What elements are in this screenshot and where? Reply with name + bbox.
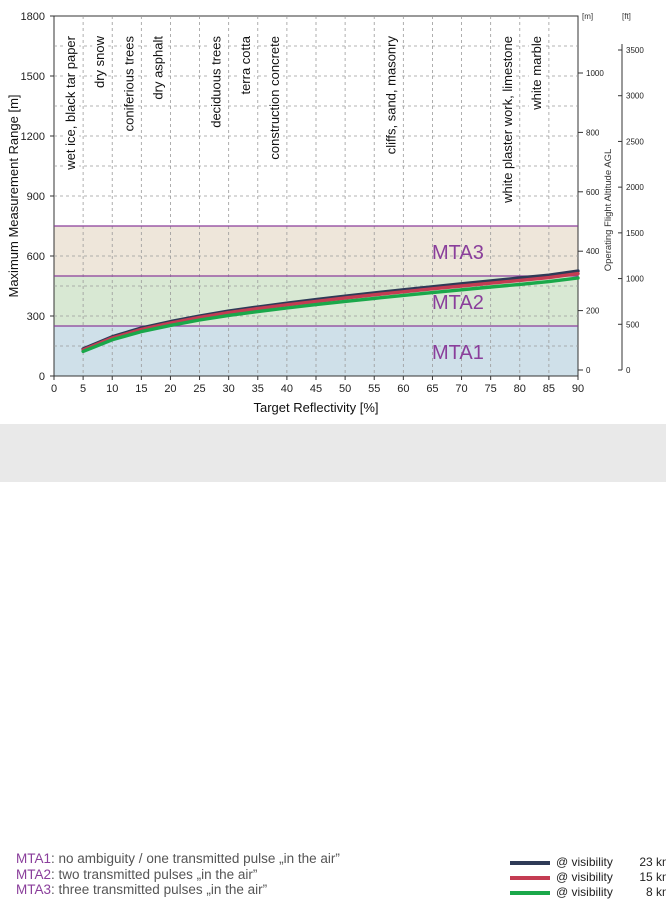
material-label: wet ice, black tar paper: [63, 35, 78, 170]
y-tick-label: 1200: [21, 131, 45, 143]
material-label: terra cotta: [238, 35, 253, 94]
x-tick-label: 40: [281, 383, 293, 395]
altitude-ft-tick-label: 0: [626, 366, 631, 375]
material-label-background: [528, 33, 545, 113]
legend-value: 23 km: [639, 855, 666, 869]
x-axis-title: Target Reflectivity [%]: [254, 400, 379, 415]
mta-zone-label: MTA3: [432, 242, 484, 264]
legend-value: 15 km: [639, 870, 666, 884]
mta-note-3: MTA3: three transmitted pulses „in the a…: [16, 882, 340, 898]
y-tick-label: 600: [27, 251, 45, 263]
material-label: dry asphalt: [150, 36, 165, 100]
y-tick-label: 1800: [21, 11, 45, 23]
material-label-background: [499, 33, 516, 206]
material-label: white marble: [529, 36, 544, 111]
chart: MTA1 MTA2 MTA3 wet ice, black tar paper dry …: [6, 11, 644, 415]
legend-strip: MTA1: no ambiguity / one transmitted pul…: [0, 424, 666, 899]
x-tick-label: 10: [106, 383, 118, 395]
material-label: cliffs, sand, masonry: [383, 36, 398, 155]
material-label: coniferious trees: [121, 36, 136, 132]
x-tick-label: 0: [51, 383, 57, 395]
x-tick-label: 30: [223, 383, 235, 395]
visibility-legend-row: @ visibility 15 km: [510, 870, 666, 885]
altitude-ft-tick-label: 3500: [626, 46, 644, 55]
material-label-background: [92, 33, 109, 92]
series-line: [81, 271, 580, 352]
legend-value: 8 km: [645, 885, 666, 899]
legend-at: @ visibility: [556, 855, 613, 869]
altitude-m-tick-label: 600: [586, 188, 600, 197]
mta-note-2-text: : two transmitted pulses „in the air”: [51, 866, 258, 882]
material-label-background: [121, 33, 138, 135]
altitude-ft-tick-label: 2500: [626, 137, 644, 146]
material-label: dry snow: [92, 35, 107, 88]
y-tick-label: 300: [27, 311, 45, 323]
material-label: deciduous trees: [209, 36, 224, 128]
material-label-background: [208, 33, 225, 131]
x-tick-label: 80: [514, 383, 526, 395]
material-label-background: [266, 33, 283, 163]
x-tick-label: 75: [485, 383, 497, 395]
material-label-background: [150, 33, 167, 103]
x-tick-label: 5: [80, 383, 86, 395]
x-tick-label: 55: [368, 383, 380, 395]
legend-at: @ visibility: [556, 870, 613, 884]
mta-note-3-tag: MTA3: [16, 882, 52, 897]
mta-zone-label: MTA2: [432, 292, 484, 314]
altitude-ft-tick-label: 3000: [626, 92, 644, 101]
altitude-m-tick-label: 200: [586, 307, 600, 316]
altitude-m-tick-label: 800: [586, 128, 600, 137]
x-tick-label: 25: [193, 383, 205, 395]
legend-swatch-23km: [510, 860, 550, 865]
mta-note-1-tag: MTA1: [16, 851, 52, 866]
y-axis-title: Maximum Measurement Range [m]: [6, 94, 21, 297]
altitude-m-tick-label: 0: [586, 366, 591, 375]
y-tick-label: 0: [39, 371, 45, 383]
mta-note-3-text: : three transmitted pulses „in the air”: [51, 882, 268, 897]
material-label: white plaster work, limestone: [500, 36, 515, 204]
altitude-axis-title: Operating Flight Altitude AGL: [603, 149, 614, 272]
altitude-m-unit: [m]: [582, 12, 593, 21]
altitude-m-tick-label: 400: [586, 247, 600, 256]
mta-note-2: MTA2: two transmitted pulses „in the air…: [16, 867, 340, 883]
legend-swatch-15km: [510, 875, 550, 880]
y-tick-label: 1500: [21, 71, 45, 83]
altitude-m-tick-label: 1000: [586, 69, 604, 78]
x-tick-label: 35: [252, 383, 264, 395]
x-tick-label: 45: [310, 383, 322, 395]
x-tick-label: 50: [339, 383, 351, 395]
material-label-background: [237, 33, 254, 98]
visibility-legend-row: @ visibility 23 km: [510, 855, 666, 870]
series-line: [81, 276, 580, 354]
x-tick-label: 20: [164, 383, 176, 395]
material-label-background: [383, 33, 400, 158]
x-tick-label: 65: [426, 383, 438, 395]
material-label-background: [63, 33, 80, 173]
altitude-ft-tick-label: 1500: [626, 229, 644, 238]
visibility-legend: @ visibility 23 km @ visibility 15 km @ vi…: [510, 855, 666, 900]
mta-note-2-tag: MTA2: [16, 866, 52, 882]
legend-at: @ visibility: [556, 885, 613, 899]
x-tick-label: 60: [397, 383, 409, 395]
legend-swatch-8km: [510, 890, 550, 895]
mta-notes: MTA1: no ambiguity / one transmitted pul…: [16, 851, 340, 898]
altitude-ft-tick-label: 1000: [626, 275, 644, 284]
x-tick-label: 85: [543, 383, 555, 395]
mta-zone-label: MTA1: [432, 342, 484, 364]
visibility-legend-row: @ visibility 8 km: [510, 885, 666, 900]
x-tick-label: 90: [572, 383, 584, 395]
y-tick-label: 900: [27, 191, 45, 203]
chart-svg: MTA1 MTA2 MTA3 wet ice, black tar paper dry …: [6, 11, 644, 415]
altitude-ft-tick-label: 2000: [626, 183, 644, 192]
mta-note-1: MTA1: no ambiguity / one transmitted pul…: [16, 851, 340, 867]
mta-note-1-text: : no ambiguity / one transmitted pulse „…: [51, 851, 340, 866]
x-tick-label: 15: [135, 383, 147, 395]
material-label: construction concrete: [267, 36, 282, 160]
x-tick-label: 70: [455, 383, 467, 395]
altitude-ft-tick-label: 500: [626, 320, 640, 329]
altitude-ft-unit: [ft]: [622, 12, 631, 21]
